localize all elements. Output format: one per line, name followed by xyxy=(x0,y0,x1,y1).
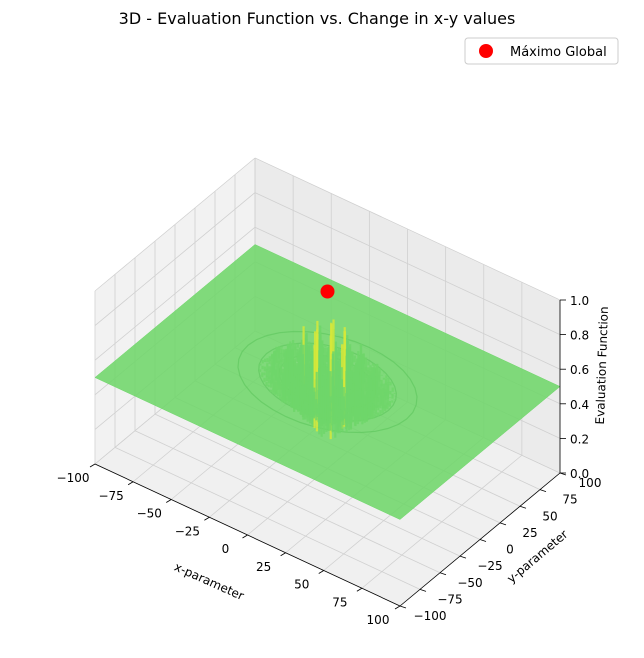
z-tick-label: 0.8 xyxy=(570,329,589,343)
y-tick-label: −100 xyxy=(414,609,447,623)
y-tick-label: 25 xyxy=(522,526,537,540)
chart-title: 3D - Evaluation Function vs. Change in x… xyxy=(119,9,516,28)
y-tick-label: −25 xyxy=(477,559,502,573)
y-tick-mark xyxy=(459,555,467,559)
x-tick-label: −50 xyxy=(137,507,162,521)
legend: Máximo Global xyxy=(464,37,619,65)
y-tick-label: 75 xyxy=(562,493,577,507)
x-tick-label: −75 xyxy=(98,489,123,503)
x-tick-mark xyxy=(242,534,248,539)
x-tick-mark xyxy=(127,481,134,486)
surface-plot xyxy=(94,244,561,520)
grid-line xyxy=(94,192,256,326)
x-tick-label: −25 xyxy=(175,524,200,538)
y-tick-mark xyxy=(539,489,547,493)
z-tick-label: 0.2 xyxy=(570,432,589,446)
grid-line xyxy=(254,192,561,335)
x-tick-label: 100 xyxy=(367,613,390,627)
x-tick-label: 50 xyxy=(294,578,309,592)
legend-label: Máximo Global xyxy=(510,45,607,60)
x-tick-label: 25 xyxy=(256,560,271,574)
y-tick-mark xyxy=(419,588,427,592)
y-tick-mark xyxy=(439,572,447,576)
y-tick-mark xyxy=(519,505,527,509)
x-tick-label: 75 xyxy=(332,595,347,609)
y-tick-label: −50 xyxy=(457,576,482,590)
x-tick-mark xyxy=(204,516,210,521)
grid-line xyxy=(254,157,561,301)
z-axis-label: Evaluation Function xyxy=(593,306,611,425)
global-max-marker xyxy=(320,284,335,299)
x-axis-ticks: −100 −75 −50 −25 0 25 50 75 100 xyxy=(57,463,401,627)
z-tick-label: 0.0 xyxy=(570,467,589,481)
x-tick-mark xyxy=(280,552,286,557)
x-tick-mark xyxy=(356,587,363,592)
legend-box xyxy=(464,37,619,65)
grid-line xyxy=(94,157,256,292)
y-tick-mark xyxy=(399,605,407,609)
y-tick-label: −75 xyxy=(437,592,462,606)
z-tick-label: 0.4 xyxy=(570,398,589,412)
y-tick-label: 0 xyxy=(506,543,514,557)
x-tick-mark xyxy=(89,463,96,468)
z-tick-label: 0.6 xyxy=(570,363,589,377)
grid-line xyxy=(114,447,421,590)
x-axis-label: x-parameter xyxy=(172,560,246,603)
grid-line xyxy=(254,226,561,370)
grid-line xyxy=(154,413,461,557)
grid-line xyxy=(134,430,441,574)
legend-marker xyxy=(479,44,493,58)
x-tick-mark xyxy=(318,570,324,574)
y-tick-mark xyxy=(499,522,507,526)
x-tick-label: −100 xyxy=(57,471,90,485)
y-tick-mark xyxy=(479,539,487,542)
z-tick-label: 1.0 xyxy=(570,294,589,308)
x-tick-mark xyxy=(166,499,172,503)
x-tick-mark xyxy=(394,605,401,610)
grid-line xyxy=(94,226,256,361)
y-tick-label: 50 xyxy=(542,509,557,523)
x-tick-label: 0 xyxy=(222,542,230,556)
y-tick-label: 100 xyxy=(579,476,602,490)
z-axis-ticks: 0.0 0.2 0.4 0.6 0.8 1.0 xyxy=(560,294,589,481)
